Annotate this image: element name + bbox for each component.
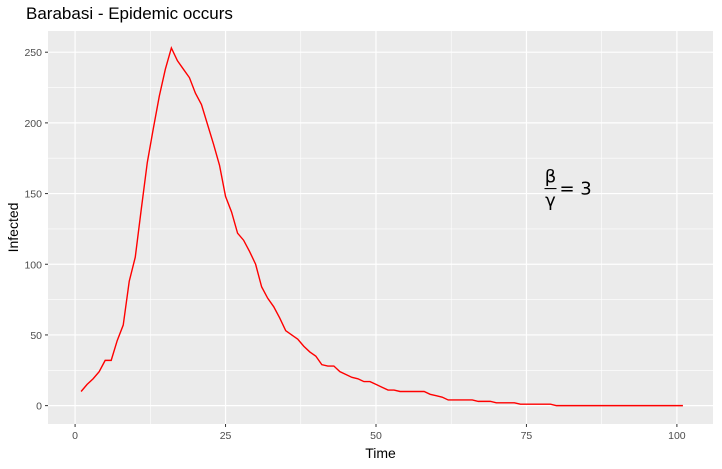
y-tick-label: 150 [24,189,42,201]
annotation-numerator: β [545,167,557,188]
y-tick-label: 200 [24,118,42,130]
annotation-denominator: γ [545,191,556,212]
plot-panel [48,31,713,424]
beta-gamma-annotation: β γ = 3 [544,167,592,212]
y-tick-label: 50 [30,330,42,342]
x-tick-label: 25 [220,430,232,442]
annotation-rhs: = 3 [559,179,591,200]
y-axis-ticks: 0 50 100 150 200 250 [24,47,48,413]
x-tick-label: 100 [668,430,686,442]
x-axis-label: Time [365,445,396,461]
y-tick-label: 250 [24,47,42,59]
y-tick-label: 0 [36,401,42,413]
infected-series-line [80,45,683,407]
x-axis-ticks: 0 25 50 75 100 [72,424,686,442]
x-tick-label: 75 [521,430,533,442]
chart-title: Barabasi - Epidemic occurs [26,4,233,23]
y-tick-label: 100 [24,259,42,271]
x-tick-label: 0 [72,430,78,442]
minor-gridlines [48,31,713,424]
x-tick-label: 50 [370,430,382,442]
y-axis-label: Infected [5,203,21,253]
